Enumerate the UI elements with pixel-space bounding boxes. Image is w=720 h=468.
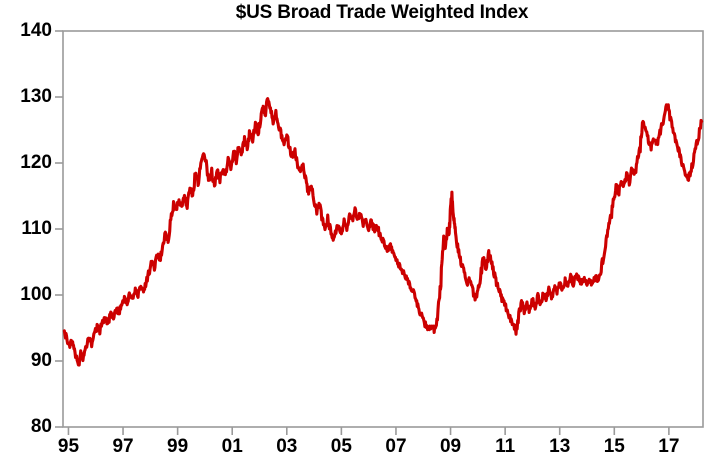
axis-tick-marks <box>55 30 670 435</box>
series-line-0 <box>62 97 704 367</box>
data-series-layer <box>62 97 704 367</box>
chart-title: $US Broad Trade Weighted Index <box>235 2 529 23</box>
